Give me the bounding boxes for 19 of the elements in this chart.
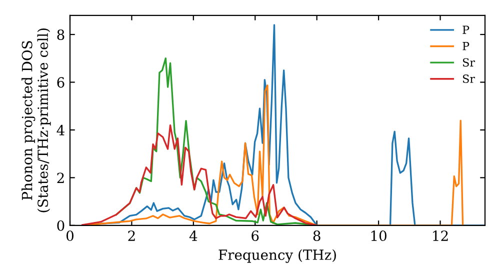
- y-tick-label: 0: [57, 220, 64, 231]
- y-tick-label: 4: [56, 124, 64, 136]
- x-tick-label: 4: [189, 230, 198, 241]
- x-tick-label: 2: [128, 230, 135, 241]
- x-axis-title: Frequency (THz): [218, 249, 336, 263]
- y-tick-label: 6: [57, 77, 64, 88]
- y-axis-title: Phonon projected DOS (States/THz·primitive cell): [22, 28, 51, 212]
- legend-label: P: [462, 26, 470, 34]
- legend-label: Sr: [463, 74, 475, 83]
- x-tick-label: 8: [313, 230, 320, 242]
- x-tick-label: 6: [252, 230, 259, 242]
- legend-label: Sr: [463, 58, 475, 67]
- y-tick-label: 8: [57, 29, 64, 40]
- x-tick-label: 12: [433, 230, 448, 241]
- legend-label: P: [462, 42, 470, 50]
- x-tick-label: 0: [66, 230, 74, 242]
- y-tick-label: 2: [57, 172, 64, 183]
- x-tick-label: 10: [371, 230, 386, 242]
- line-series: [82, 124, 318, 226]
